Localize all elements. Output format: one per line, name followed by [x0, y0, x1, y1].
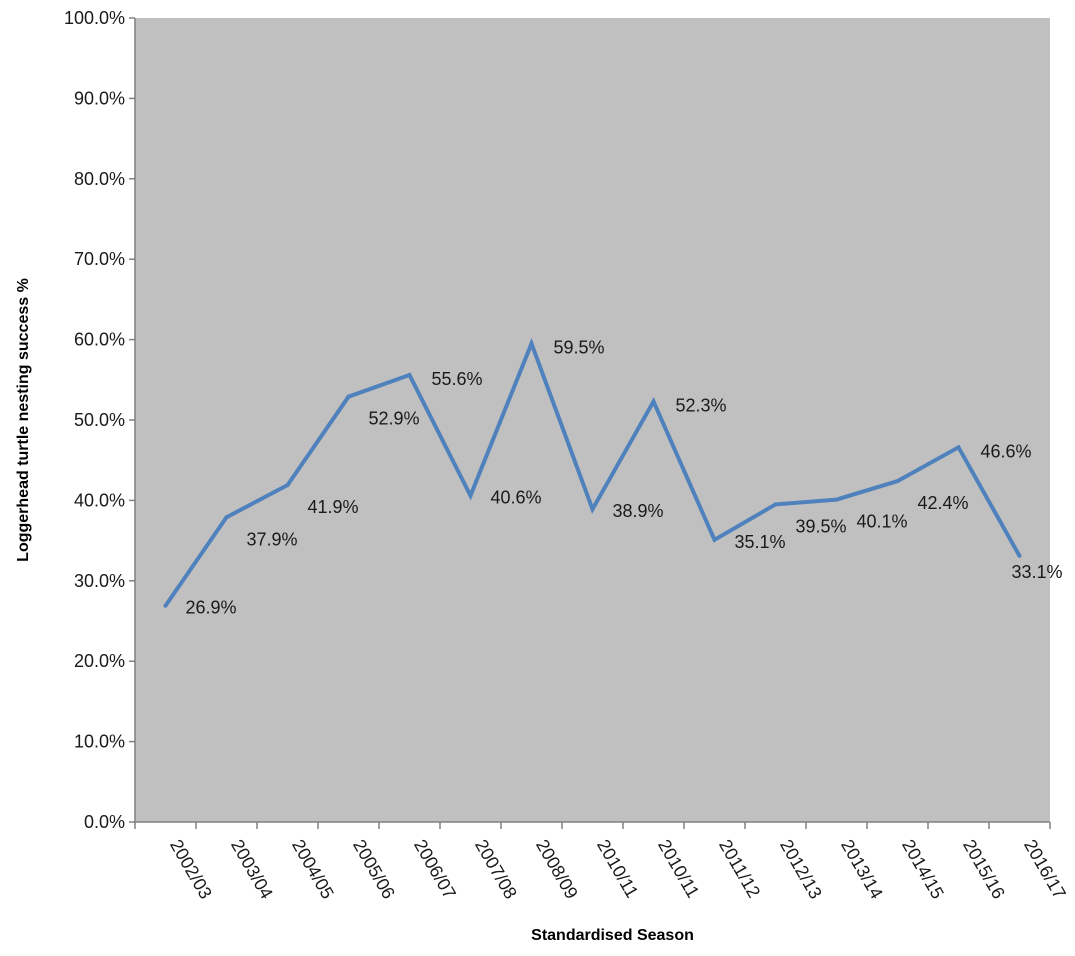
x-tick-label: 2014/15 — [898, 836, 948, 902]
data-label: 52.3% — [676, 396, 727, 416]
y-tick-label: 50.0% — [74, 410, 125, 430]
data-point — [895, 479, 900, 484]
x-tick-label: 2003/04 — [227, 836, 277, 902]
y-tick-label: 80.0% — [74, 169, 125, 189]
x-tick-label: 2006/07 — [410, 836, 460, 902]
data-point — [529, 341, 534, 346]
y-axis: 0.0% 10.0% 20.0% 30.0% 40.0% 50.0% 60.0% 70.0% 8… — [64, 8, 136, 832]
data-label: 39.5% — [796, 516, 847, 536]
x-tick-label: 2010/11 — [654, 836, 703, 901]
data-label: 37.9% — [247, 529, 298, 549]
data-label: 41.9% — [308, 497, 359, 517]
x-tick-label: 2010/11 — [593, 836, 642, 901]
data-label: 52.9% — [369, 409, 420, 429]
x-tick-label: 2004/05 — [288, 836, 338, 902]
y-axis-title: Loggerhead turtle nesting success % — [15, 278, 32, 562]
data-label: 40.1% — [857, 512, 908, 532]
data-point — [224, 515, 229, 520]
y-tick-label: 100.0% — [64, 8, 125, 28]
data-label: 46.6% — [981, 441, 1032, 461]
series-group — [163, 338, 1022, 608]
x-tick-label: 2011/12 — [715, 836, 764, 901]
data-labels: 26.9% 37.9% 41.9% 52.9% 55.6% 40.6% 59.5% 38.9%… — [186, 338, 1063, 618]
data-label: 42.4% — [918, 493, 969, 513]
data-point — [285, 483, 290, 488]
y-tick-label: 20.0% — [74, 651, 125, 671]
data-point — [163, 603, 168, 608]
data-label: 33.1% — [1012, 562, 1063, 582]
data-point — [468, 493, 473, 498]
data-point — [407, 372, 412, 377]
data-point — [1017, 553, 1022, 558]
y-tick-label: 40.0% — [74, 490, 125, 510]
y-tick-label: 10.0% — [74, 732, 125, 752]
data-label: 38.9% — [613, 501, 664, 521]
x-tick-label: 2008/09 — [532, 836, 582, 902]
data-point — [834, 497, 839, 502]
x-axis: 2002/03 2003/04 2004/05 2005/06 2006/07 2007/… — [134, 821, 1070, 902]
data-label: 59.5% — [554, 338, 605, 358]
y-tick-label: 70.0% — [74, 249, 125, 269]
y-tick-label: 60.0% — [74, 330, 125, 350]
x-tick-label: 2005/06 — [349, 836, 399, 902]
y-tick-label: 30.0% — [74, 571, 125, 591]
x-tick-label: 2013/14 — [837, 836, 887, 902]
data-point — [346, 394, 351, 399]
x-tick-label: 2016/17 — [1020, 836, 1070, 902]
data-label: 26.9% — [186, 598, 237, 618]
plot-area — [135, 18, 1050, 822]
data-label: 35.1% — [735, 532, 786, 552]
x-axis-title: Standardised Season — [531, 927, 694, 944]
x-tick-label: 2012/13 — [776, 836, 826, 902]
x-tick-label: 2002/03 — [166, 836, 216, 902]
x-tick-label: 2007/08 — [471, 836, 521, 902]
data-point — [590, 507, 595, 512]
y-tick-label: 0.0% — [84, 812, 125, 832]
data-point — [651, 399, 656, 404]
x-tick-label: 2015/16 — [959, 836, 1009, 902]
y-tick-label: 90.0% — [74, 88, 125, 108]
data-label: 40.6% — [491, 488, 542, 508]
data-label: 55.6% — [432, 369, 483, 389]
data-point — [773, 502, 778, 507]
data-point — [712, 537, 717, 542]
data-point — [956, 445, 961, 450]
